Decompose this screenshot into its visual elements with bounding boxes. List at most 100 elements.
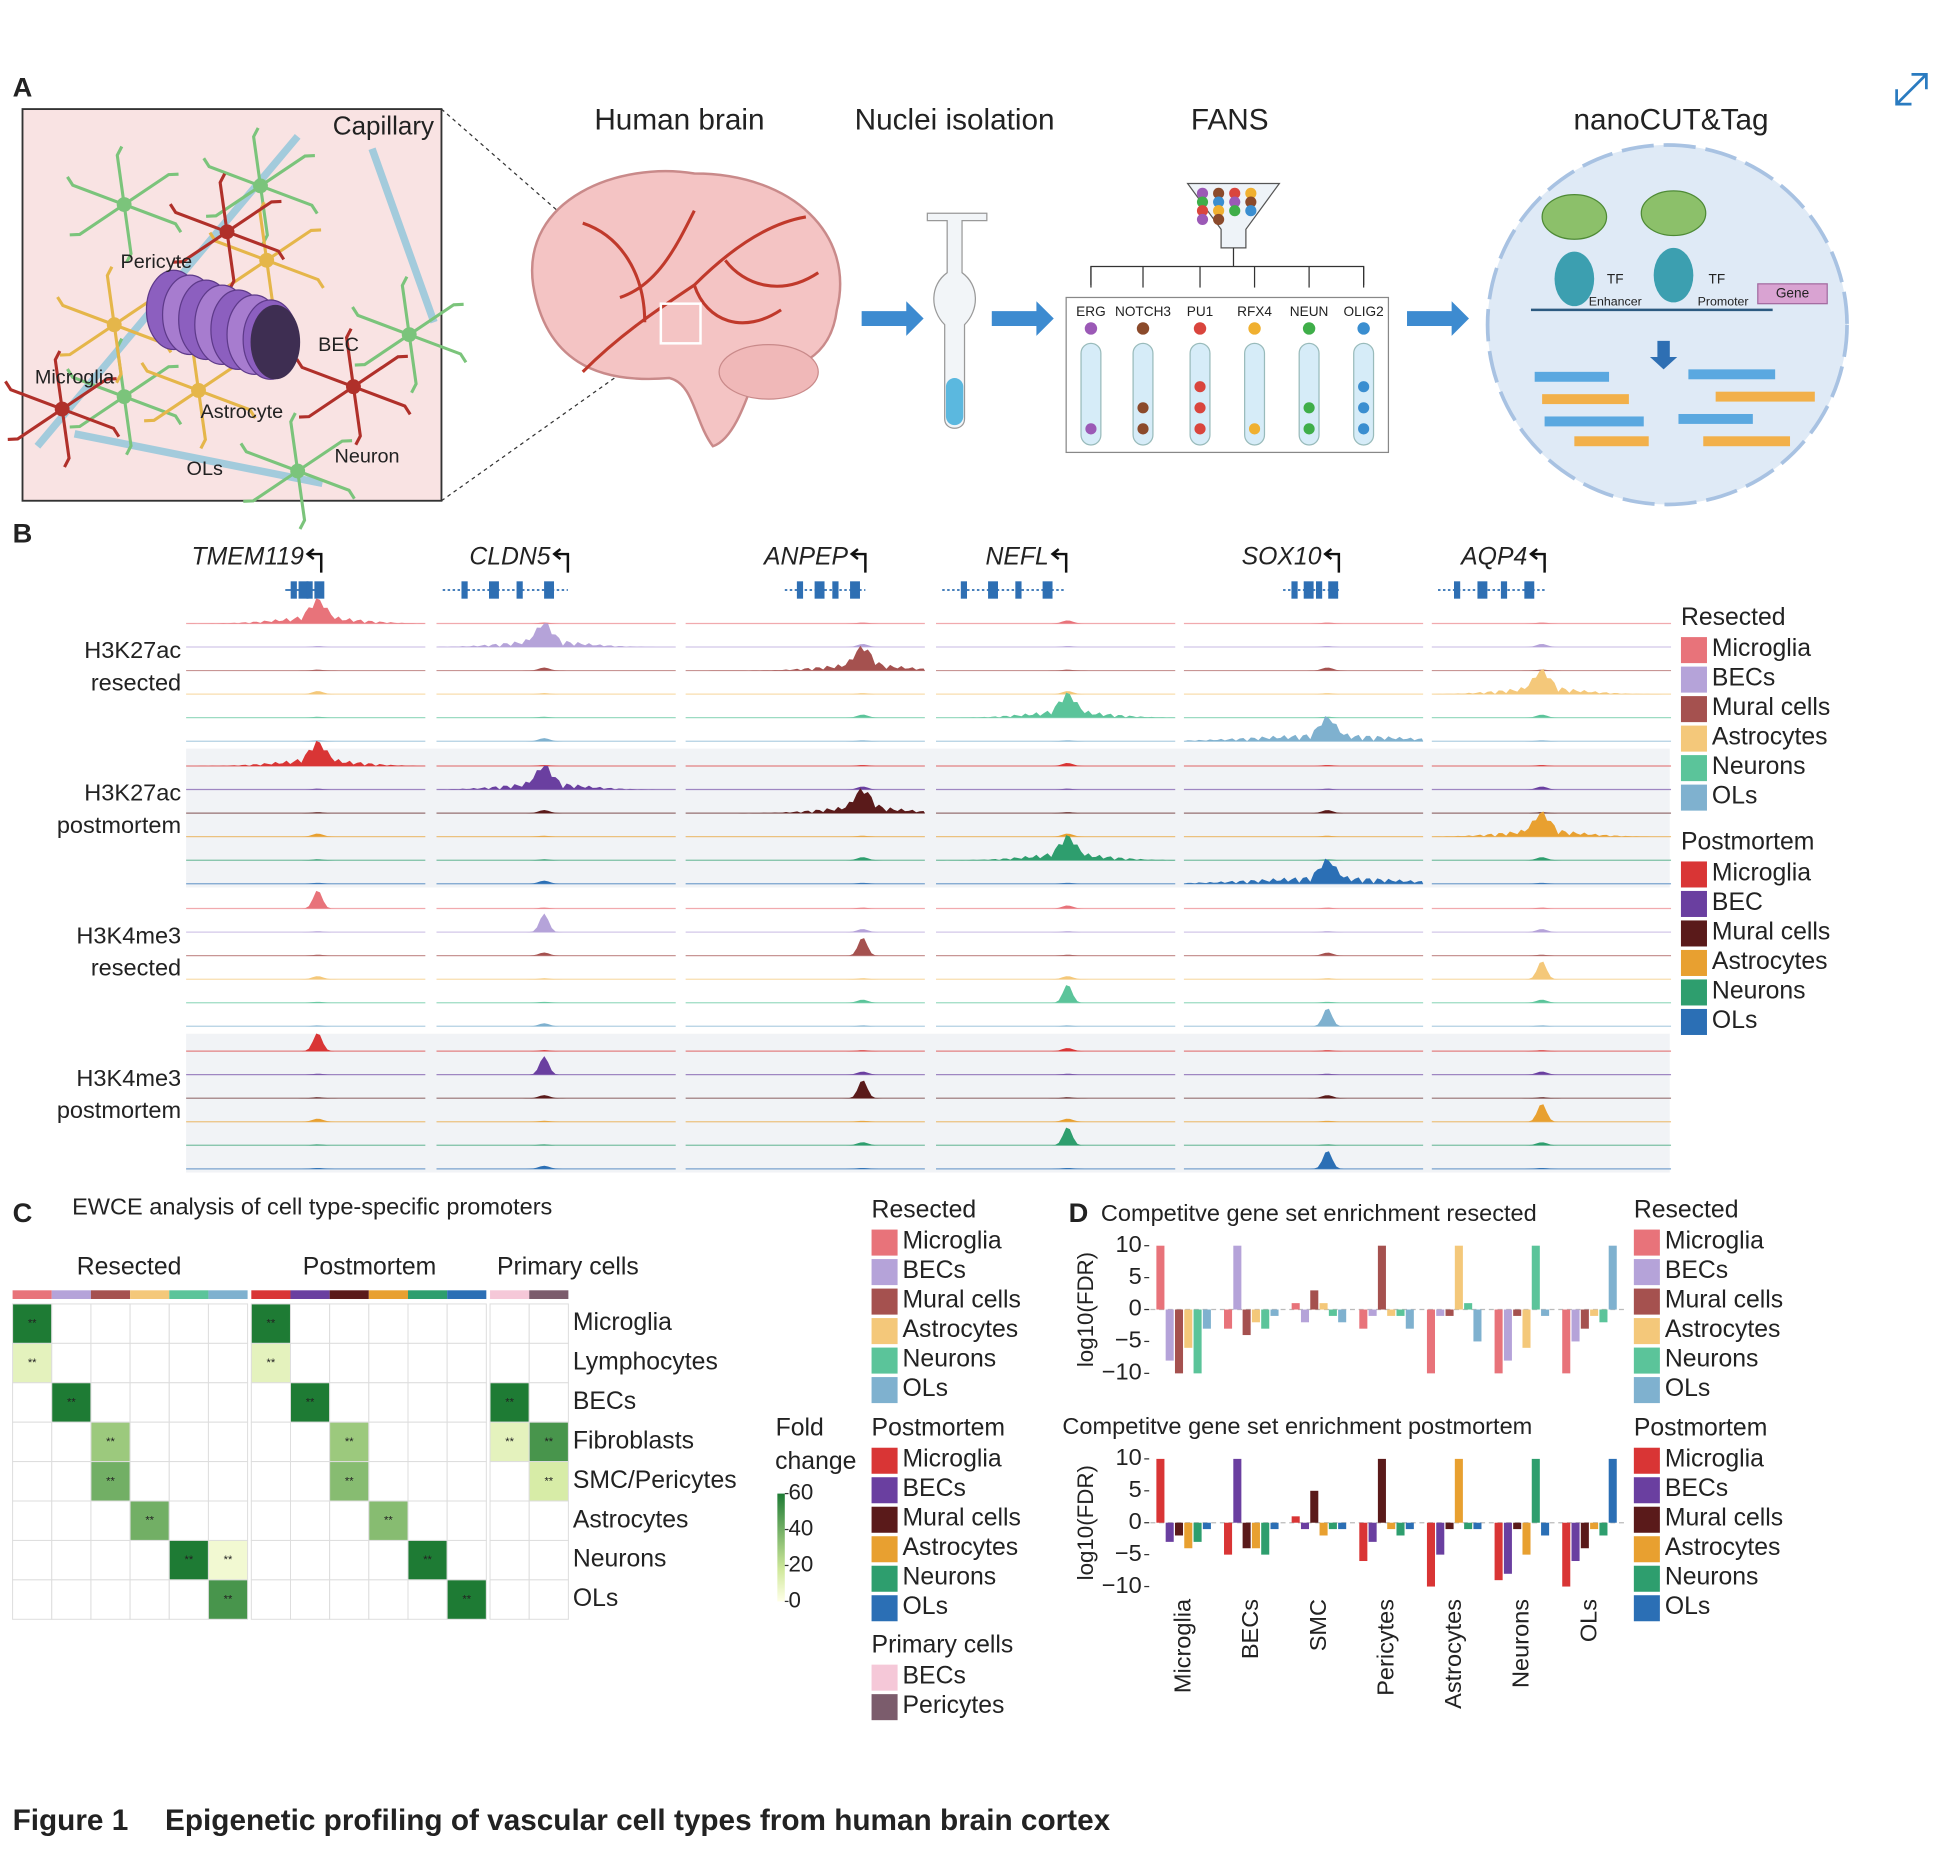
funnel-nucleus: [1196, 187, 1209, 199]
sort-tube: [1189, 342, 1211, 446]
cell-process: [407, 334, 418, 394]
cell-process: [69, 203, 126, 237]
bar: [1174, 1522, 1184, 1536]
column-strip: [490, 1290, 530, 1299]
legend-swatch: [871, 1506, 898, 1533]
heatmap-cell: [51, 1579, 92, 1620]
bar: [1242, 1309, 1251, 1336]
cell-process: [354, 333, 411, 367]
antibody-complex: [1541, 193, 1608, 240]
cell-process: [243, 469, 299, 503]
bar: [1338, 1309, 1347, 1323]
heatmap-cell: [51, 1461, 92, 1502]
bar: [1464, 1303, 1473, 1310]
heatmap-cell: [90, 1382, 131, 1423]
antibody-complex: [1640, 190, 1707, 237]
funnel-nucleus: [1196, 213, 1209, 225]
step-title: Nuclei isolation: [855, 103, 1055, 136]
bar: [1454, 1245, 1463, 1310]
column-strip: [51, 1290, 91, 1299]
sort-tube: [1080, 342, 1102, 446]
y-tick-label: −5: [1115, 1327, 1142, 1353]
heatmap-cell: [129, 1461, 170, 1502]
exon: [988, 581, 998, 599]
signal-track: [186, 598, 426, 624]
cell-process: [60, 408, 71, 468]
marker-dot: [1248, 322, 1261, 335]
bar: [1445, 1522, 1454, 1530]
exon: [544, 581, 555, 599]
expand-icon[interactable]: [1895, 73, 1928, 106]
signal-track: [1431, 907, 1672, 909]
cell-label: BEC: [318, 334, 359, 356]
bar: [1426, 1522, 1435, 1587]
signal-track: [1431, 999, 1672, 1003]
heatmap-cell: [168, 1539, 209, 1581]
bar: [1261, 1309, 1270, 1329]
signal-track: [1431, 740, 1672, 742]
column-strip: [208, 1290, 248, 1299]
x-tick-label: Microglia: [1169, 1598, 1195, 1693]
step-arrow: [991, 301, 1054, 336]
heatmap-cell: [528, 1303, 569, 1344]
tss-arrow: [1050, 548, 1068, 573]
exon: [1500, 581, 1508, 599]
legend-label: Pericytes: [903, 1692, 1005, 1719]
cell-process: [206, 184, 262, 218]
heatmap-cell: [528, 1342, 569, 1384]
sorted-nucleus: [1194, 423, 1206, 435]
heatmap-cell: [446, 1342, 487, 1384]
chart-title: Competitve gene set enrichment resected: [1101, 1200, 1537, 1226]
legend-label: BEC: [1712, 889, 1763, 916]
heatmap-cell: [329, 1303, 370, 1344]
legend-label: Microglia: [1712, 859, 1811, 886]
sorted-nucleus: [1358, 402, 1370, 414]
library-fragment: [1715, 391, 1815, 402]
column-strip: [169, 1290, 209, 1299]
caption-label: Figure 1: [13, 1804, 129, 1837]
row-label: Astrocytes: [573, 1506, 689, 1533]
signal-track: [1431, 1025, 1672, 1027]
cell-process: [218, 173, 229, 232]
column-strip: [290, 1290, 330, 1299]
signal-track: [1431, 765, 1672, 767]
signal-track: [1183, 858, 1424, 884]
signal-track: [1183, 716, 1424, 742]
cell-process: [53, 350, 64, 410]
signal-track: [685, 740, 925, 742]
legend-label: BECs: [1665, 1475, 1728, 1502]
signal-track: [685, 1080, 925, 1099]
sort-tube: [1132, 342, 1154, 446]
bar: [1224, 1309, 1233, 1329]
legend-swatch: [871, 1259, 898, 1286]
legend-swatch: [1633, 1347, 1660, 1374]
signal-track: [685, 938, 925, 956]
legend-label: Astrocytes: [1712, 948, 1828, 975]
track-group-label: H3K27ac: [84, 637, 181, 663]
postmortem-bg: [186, 1033, 1670, 1173]
bar: [1328, 1522, 1337, 1530]
heatmap-cell: [207, 1382, 249, 1423]
bar: [1580, 1522, 1589, 1549]
cell-process: [61, 377, 117, 411]
exon: [960, 581, 967, 599]
bar: [1368, 1309, 1377, 1316]
cell-label: **: [544, 1436, 553, 1448]
row-label: BECs: [573, 1388, 636, 1415]
track-group-label: H3K4me3: [76, 922, 181, 948]
legend-swatch: [1633, 1377, 1660, 1404]
signal-track: [1431, 622, 1672, 624]
legend-swatch: [871, 1595, 898, 1622]
legend-label: OLs: [903, 1375, 948, 1402]
bar: [1242, 1522, 1251, 1549]
bar: [1300, 1309, 1310, 1323]
cell-label: Neuron: [335, 446, 400, 468]
tube-liquid: [945, 378, 964, 426]
cell-process: [7, 407, 64, 441]
heatmap-cell: [250, 1342, 291, 1384]
heatmap-cell: [250, 1539, 291, 1581]
bar: [1590, 1522, 1599, 1530]
heatmap-cell: [168, 1303, 209, 1344]
exon: [850, 581, 860, 599]
legend-label: Astrocytes: [903, 1316, 1019, 1343]
